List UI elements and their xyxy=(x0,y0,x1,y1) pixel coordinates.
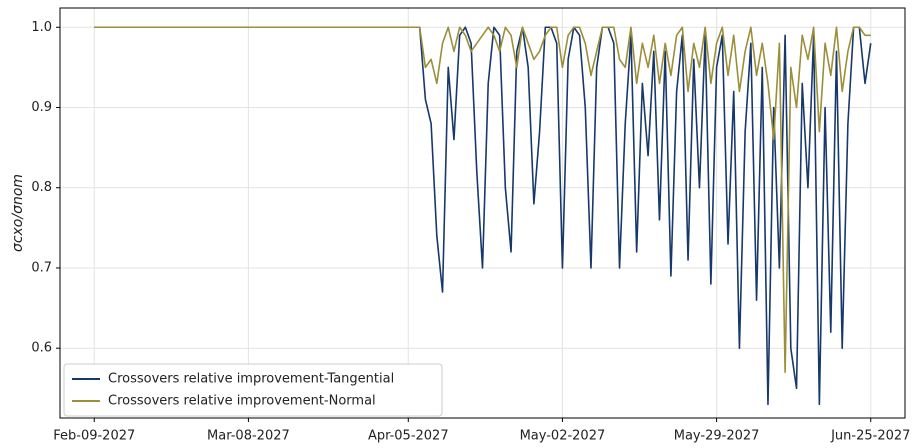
x-tick-label: Feb-09-2027 xyxy=(53,429,135,444)
x-tick-label: Apr-05-2027 xyxy=(368,429,449,444)
y-tick-label: 0.7 xyxy=(31,260,52,275)
x-tick-label: Mar-08-2027 xyxy=(207,429,290,444)
legend-label: Crossovers relative improvement-Normal xyxy=(108,394,376,409)
x-tick-label: May-02-2027 xyxy=(520,429,606,444)
y-tick-label: 0.8 xyxy=(31,180,52,195)
legend-label: Crossovers relative improvement-Tangenti… xyxy=(108,372,394,387)
y-axis-label: σcxo/σnom xyxy=(10,174,26,252)
y-tick-label: 0.9 xyxy=(31,100,52,115)
y-tick-label: 1.0 xyxy=(31,20,52,35)
legend-box xyxy=(63,363,443,417)
x-tick-label: May-29-2027 xyxy=(674,429,760,444)
y-tick-label: 0.6 xyxy=(31,341,52,356)
series-line xyxy=(94,26,871,374)
plot-frame xyxy=(59,7,906,419)
series-line xyxy=(94,26,872,406)
x-tick-label: Jun-25-2027 xyxy=(830,429,910,444)
legend: Crossovers relative improvement-Tangenti… xyxy=(63,363,443,417)
